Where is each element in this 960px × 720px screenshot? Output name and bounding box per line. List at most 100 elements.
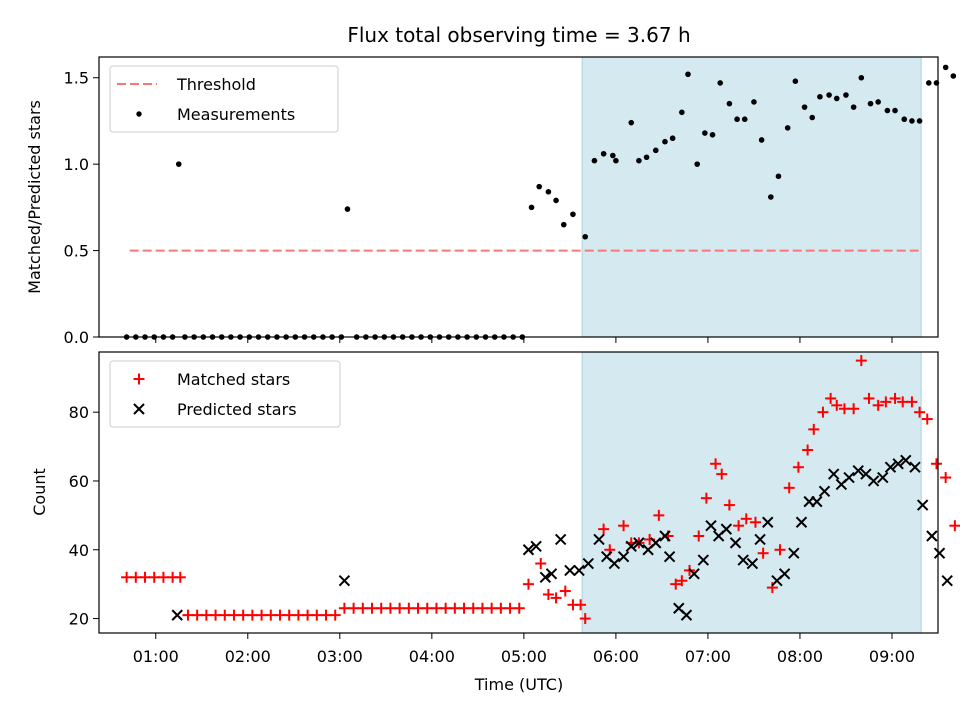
measurement-point — [669, 135, 676, 142]
predicted-point — [608, 557, 621, 570]
matched-point — [940, 472, 952, 484]
matched-point — [921, 413, 933, 425]
matched-point — [575, 599, 587, 611]
matched-point — [914, 406, 926, 418]
bottom-y-tick-label: 40 — [69, 541, 89, 560]
matched-point — [121, 571, 133, 583]
predicted-point-b — [778, 568, 791, 580]
measurement-point — [734, 116, 740, 123]
predicted-point — [545, 568, 558, 580]
x-tick-label: 04:00 — [409, 647, 455, 666]
matched-point — [749, 516, 761, 528]
predicted-point-b — [916, 499, 929, 511]
predicted-point — [720, 523, 733, 535]
predicted-point-b — [663, 550, 676, 563]
matched-point — [495, 602, 507, 614]
matched-point — [412, 602, 424, 614]
predicted-point-b — [788, 547, 800, 559]
legend-threshold-label: Threshold — [176, 75, 256, 94]
matched-point — [440, 602, 452, 614]
matched-point — [550, 592, 562, 604]
measurement-point — [875, 99, 881, 105]
predicted-point-b — [795, 516, 808, 528]
measurement-point — [916, 118, 923, 124]
matched-point — [375, 602, 387, 614]
measurement-point — [775, 173, 782, 180]
predicted-point-b — [593, 533, 605, 546]
predicted-point-b — [171, 609, 183, 621]
predicted-point — [811, 495, 823, 508]
measurement-point — [652, 147, 659, 154]
matched-point — [403, 602, 415, 614]
measurement-point — [809, 114, 816, 121]
measurement-point — [867, 100, 874, 107]
top-y-tick-label: 1.5 — [64, 69, 89, 88]
measurement-point — [560, 221, 567, 228]
matched-point — [219, 609, 231, 621]
measurement-point — [528, 204, 535, 211]
predicted-point — [877, 471, 889, 484]
matched-point — [338, 602, 350, 614]
legend-measurements-label: Measurements — [177, 105, 295, 124]
matched-point — [872, 399, 884, 411]
predicted-point — [530, 540, 542, 553]
top-series-measurements — [123, 64, 957, 340]
matched-point — [700, 492, 712, 504]
top-legend-frame — [109, 65, 339, 133]
matched-point — [357, 602, 369, 614]
matched-point — [329, 609, 341, 621]
predicted-point — [795, 516, 808, 528]
measurement-point — [175, 161, 182, 167]
predicted-point — [867, 475, 880, 487]
predicted-point — [593, 533, 605, 546]
predicted-point-b — [860, 468, 872, 480]
predicted-point — [762, 516, 774, 528]
predicted-point-b — [573, 564, 585, 577]
measurement-point — [784, 125, 791, 131]
matched-point — [265, 609, 277, 621]
bottom-series-predicted-stars — [171, 454, 953, 621]
measurement-point — [545, 189, 552, 195]
matched-point — [579, 613, 591, 625]
measurement-point — [801, 104, 808, 110]
predicted-point — [884, 461, 897, 473]
predicted-point — [909, 461, 921, 473]
top-legend: Threshold Measurements — [109, 65, 339, 133]
matched-point — [653, 509, 665, 521]
matched-point — [292, 609, 304, 621]
chart-title: Flux total observing time = 3.67 h — [347, 23, 690, 47]
measurement-point — [909, 118, 915, 124]
predicted-point-b — [705, 519, 717, 532]
matched-point — [542, 588, 554, 600]
predicted-point-b — [900, 454, 912, 467]
matched-point — [449, 602, 461, 614]
matched-point — [366, 602, 378, 614]
predicted-point-b — [545, 568, 558, 580]
measurement-point — [610, 152, 616, 159]
predicted-point — [746, 557, 759, 570]
predicted-point-b — [729, 537, 742, 549]
matched-point — [897, 396, 909, 408]
matched-point — [513, 602, 525, 614]
measurement-point — [600, 150, 607, 157]
predicted-point-b — [877, 471, 889, 484]
predicted-point-b — [522, 544, 535, 556]
matched-point — [348, 602, 360, 614]
matched-point — [394, 602, 406, 614]
measurement-point — [702, 130, 708, 136]
matched-point — [880, 396, 892, 408]
matched-point — [504, 602, 516, 614]
measurement-point — [628, 119, 635, 126]
predicted-point — [827, 468, 840, 480]
matched-point — [906, 396, 918, 408]
x-tick-label: 07:00 — [685, 647, 731, 666]
predicted-point-b — [673, 602, 685, 614]
matched-point — [486, 602, 498, 614]
predicted-point — [933, 547, 946, 559]
measurement-point — [942, 64, 949, 71]
predicted-point-b — [617, 550, 630, 563]
matched-point — [430, 602, 442, 614]
predicted-point-b — [884, 461, 897, 473]
matched-point — [808, 423, 820, 435]
measurement-point — [709, 131, 716, 138]
